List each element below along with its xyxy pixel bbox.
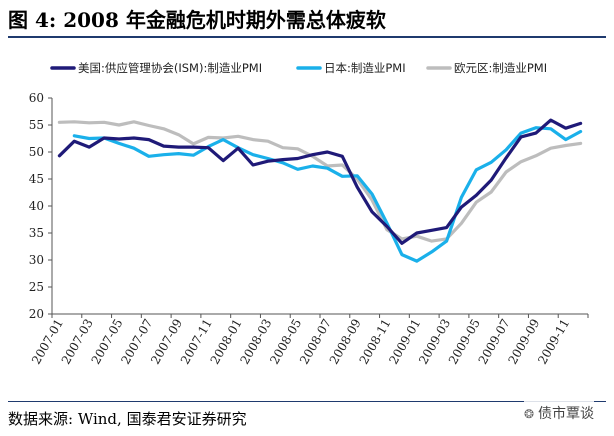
y-tick-label: 35 — [29, 226, 44, 240]
axes: 2025303540455055602007-012007-032007-052… — [29, 91, 589, 367]
line-chart: 美国:供应管理协会(ISM):制造业PMI 日本:制造业PMI 欧元区:制造业PMI… — [0, 40, 614, 398]
series-line-2 — [57, 120, 583, 243]
series-line-1 — [72, 126, 583, 263]
chart-svg: 美国:供应管理协会(ISM):制造业PMI 日本:制造业PMI 欧元区:制造业PMI… — [29, 61, 589, 367]
y-tick-label: 20 — [29, 307, 44, 321]
y-tick-label: 40 — [29, 199, 44, 213]
legend: 美国:供应管理协会(ISM):制造业PMI 日本:制造业PMI 欧元区:制造业PMI — [50, 61, 547, 75]
watermark: ❂ 债市覃谈 — [523, 401, 594, 427]
y-tick-label: 60 — [29, 91, 44, 105]
wechat-icon: ❂ — [523, 407, 534, 421]
y-tick-label: 45 — [29, 172, 44, 186]
y-tick-label: 30 — [29, 253, 44, 267]
legend-label-2: 欧元区:制造业PMI — [454, 61, 547, 75]
y-tick-label: 50 — [29, 145, 44, 159]
legend-label-0: 美国:供应管理协会(ISM):制造业PMI — [78, 61, 262, 75]
legend-label-1: 日本:制造业PMI — [324, 61, 406, 75]
watermark-text: 债市覃谈 — [538, 406, 594, 422]
series-line-0 — [57, 118, 583, 245]
y-tick-label: 25 — [29, 280, 44, 294]
y-tick-label: 55 — [29, 118, 44, 132]
source-note: 数据来源: Wind, 国泰君安证券研究 — [8, 401, 606, 436]
figure-title: 图 4: 2008 年金融危机时期外需总体疲软 — [8, 2, 606, 38]
series-layer — [57, 118, 583, 263]
